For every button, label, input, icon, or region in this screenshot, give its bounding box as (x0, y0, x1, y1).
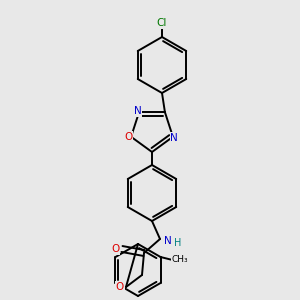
Text: N: N (164, 236, 172, 246)
Text: O: O (124, 132, 132, 142)
Text: O: O (116, 282, 124, 292)
Text: Cl: Cl (157, 18, 167, 28)
Text: N: N (134, 106, 142, 116)
Text: H: H (174, 238, 182, 248)
Text: O: O (111, 244, 119, 254)
Text: CH₃: CH₃ (171, 256, 188, 265)
Text: N: N (170, 133, 178, 143)
